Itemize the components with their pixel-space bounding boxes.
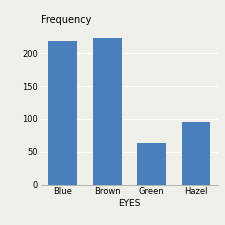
Text: Frequency: Frequency [40, 15, 91, 25]
Bar [93, 38, 122, 184]
Bar [137, 142, 166, 184]
Bar [182, 122, 210, 184]
X-axis label: EYES: EYES [118, 199, 141, 208]
Bar [48, 41, 77, 184]
